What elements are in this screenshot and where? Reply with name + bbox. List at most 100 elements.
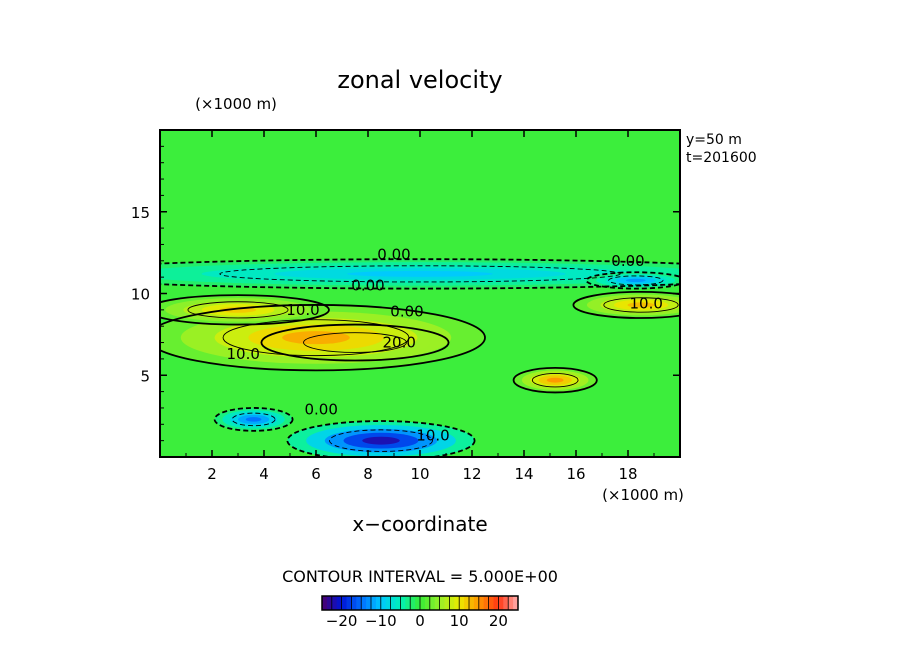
colorbar-segment-7 bbox=[356, 596, 362, 610]
x-tick-label-7: 16 bbox=[566, 465, 585, 483]
contour-label-8: 10.0 bbox=[416, 427, 449, 445]
field-feature-5-level-4 bbox=[347, 270, 493, 277]
colorbar-tick-label-2: 0 bbox=[415, 612, 425, 630]
colorbar-segment-0 bbox=[322, 596, 328, 610]
x-tick-label-2: 6 bbox=[311, 465, 321, 483]
colorbar-tick-label-0: −20 bbox=[326, 612, 358, 630]
contour-line-8-0 bbox=[213, 407, 294, 432]
colorbar-segment-37 bbox=[503, 596, 509, 610]
x-tick-label-8: 18 bbox=[618, 465, 637, 483]
contour-label-0: 0.00 bbox=[377, 245, 410, 263]
colorbar-segment-11 bbox=[375, 596, 382, 610]
colorbar-tick-label-4: 20 bbox=[489, 612, 508, 630]
contour-line-6-0 bbox=[585, 271, 680, 290]
colorbar-segment-36 bbox=[498, 596, 504, 610]
contour-line-8-1 bbox=[231, 412, 276, 427]
field-feature-6-level-4 bbox=[625, 278, 646, 283]
contour-interval-label: CONTOUR INTERVAL = 5.000E+00 bbox=[282, 567, 558, 586]
colorbar-tick-labels: −20 −10 0 10 20 bbox=[326, 612, 508, 630]
contour-label-5: 10.0 bbox=[286, 301, 319, 319]
colorbar-segment-14 bbox=[390, 596, 396, 610]
info-y-label: y=50 m bbox=[686, 132, 742, 148]
contour-line-2-1 bbox=[187, 301, 289, 319]
contour-line-7-1 bbox=[329, 429, 433, 452]
x-tick-label-1: 4 bbox=[259, 465, 269, 483]
colorbar-segment-15 bbox=[395, 596, 401, 610]
contour-label-7: 10.0 bbox=[629, 294, 662, 312]
colorbar-tick-label-1: −10 bbox=[365, 612, 397, 630]
x-tick-label-0: 2 bbox=[207, 465, 217, 483]
y-axis-ticks: 5 10 15 bbox=[131, 145, 680, 442]
colorbar-segment-21 bbox=[424, 596, 431, 610]
colorbar-segment-38 bbox=[508, 596, 514, 610]
colorbar-segment-31 bbox=[473, 596, 480, 610]
colorbar-segment-22 bbox=[429, 596, 436, 610]
colorbar-segment-39 bbox=[513, 596, 519, 610]
colorbar-segment-23 bbox=[434, 596, 441, 610]
contour-line-6-1 bbox=[608, 275, 664, 286]
colorbar-segment-33 bbox=[483, 596, 490, 610]
colorbar-segment-10 bbox=[371, 596, 377, 610]
colorbar-segment-2 bbox=[331, 596, 338, 610]
x-tick-label-6: 14 bbox=[514, 465, 533, 483]
colorbar-segment-29 bbox=[464, 596, 470, 610]
contour-line-0-0 bbox=[260, 323, 450, 362]
colorbar-segment-20 bbox=[420, 596, 426, 610]
colorbar-segment-6 bbox=[351, 596, 357, 610]
colorbar-segment-18 bbox=[410, 596, 416, 610]
colorbar-segment-8 bbox=[361, 596, 367, 610]
x-axis-label: x−coordinate bbox=[352, 512, 487, 536]
colorbar-segment-4 bbox=[341, 596, 347, 610]
contour-line-3-1 bbox=[603, 297, 679, 313]
x-axis-unit: (×1000 m) bbox=[602, 486, 684, 504]
colorbar bbox=[321, 595, 519, 611]
colorbar-segment-9 bbox=[366, 596, 372, 610]
y-tick-label-2: 15 bbox=[131, 204, 150, 222]
colorbar-segment-26 bbox=[449, 596, 455, 610]
colorbar-frame bbox=[321, 595, 519, 611]
contour-label-4: 0.00 bbox=[304, 401, 337, 419]
contour-line-1-0 bbox=[160, 304, 486, 372]
field-feature-7-level-4 bbox=[362, 436, 400, 445]
colorbar-segment-3 bbox=[336, 596, 343, 610]
contour-line-3-0 bbox=[572, 290, 680, 319]
field-feature-4-level-4 bbox=[546, 377, 564, 383]
colorbar-segment-27 bbox=[454, 596, 460, 610]
contour-line-1-1 bbox=[222, 319, 410, 357]
colorbar-segment-34 bbox=[488, 596, 494, 610]
contour-label-3: 0.00 bbox=[390, 302, 423, 320]
field-feature-8-level-4 bbox=[245, 417, 262, 422]
velocity-field bbox=[160, 130, 680, 457]
x-tick-label-3: 8 bbox=[363, 465, 373, 483]
colorbar-segment-17 bbox=[405, 596, 411, 610]
colorbar-tick-label-3: 10 bbox=[450, 612, 469, 630]
colorbar-segment-30 bbox=[469, 596, 475, 610]
colorbar-segment-19 bbox=[415, 596, 421, 610]
field-background bbox=[160, 130, 680, 457]
y-tick-label-1: 10 bbox=[131, 286, 150, 304]
colorbar-segment-35 bbox=[493, 596, 499, 610]
colorbar-segment-28 bbox=[459, 596, 465, 610]
contour-line-4-1 bbox=[531, 372, 579, 388]
info-time-label: t=201600 bbox=[686, 150, 757, 166]
contour-lines bbox=[160, 258, 680, 457]
x-axis-ticks: 2 4 6 8 10 12 14 16 18 bbox=[185, 130, 655, 483]
colorbar-segment-12 bbox=[380, 596, 387, 610]
field-feature-3-level-4 bbox=[627, 302, 655, 308]
colorbar-segment-32 bbox=[478, 596, 485, 610]
contour-line-2-0 bbox=[160, 294, 330, 326]
contour-label-2: 0.00 bbox=[611, 252, 644, 270]
colorbar-segment-13 bbox=[385, 596, 392, 610]
contour-labels: 0.00 0.00 0.00 0.00 0.00 10.0 10.0 10.0 10.0 20.0 bbox=[226, 245, 662, 444]
colorbar-segment-25 bbox=[444, 596, 450, 610]
field-feature-1-level-4 bbox=[282, 331, 350, 345]
contour-label-6: 10.0 bbox=[226, 345, 259, 363]
colorbar-segment-16 bbox=[400, 596, 406, 610]
contour-line-0-1 bbox=[303, 332, 407, 353]
contour-label-9: 20.0 bbox=[382, 334, 415, 352]
y-axis-unit: (×1000 m) bbox=[195, 95, 277, 113]
contour-label-1: 0.00 bbox=[351, 276, 384, 294]
colorbar-segment-24 bbox=[439, 596, 445, 610]
colorbar-segment-5 bbox=[346, 596, 352, 610]
